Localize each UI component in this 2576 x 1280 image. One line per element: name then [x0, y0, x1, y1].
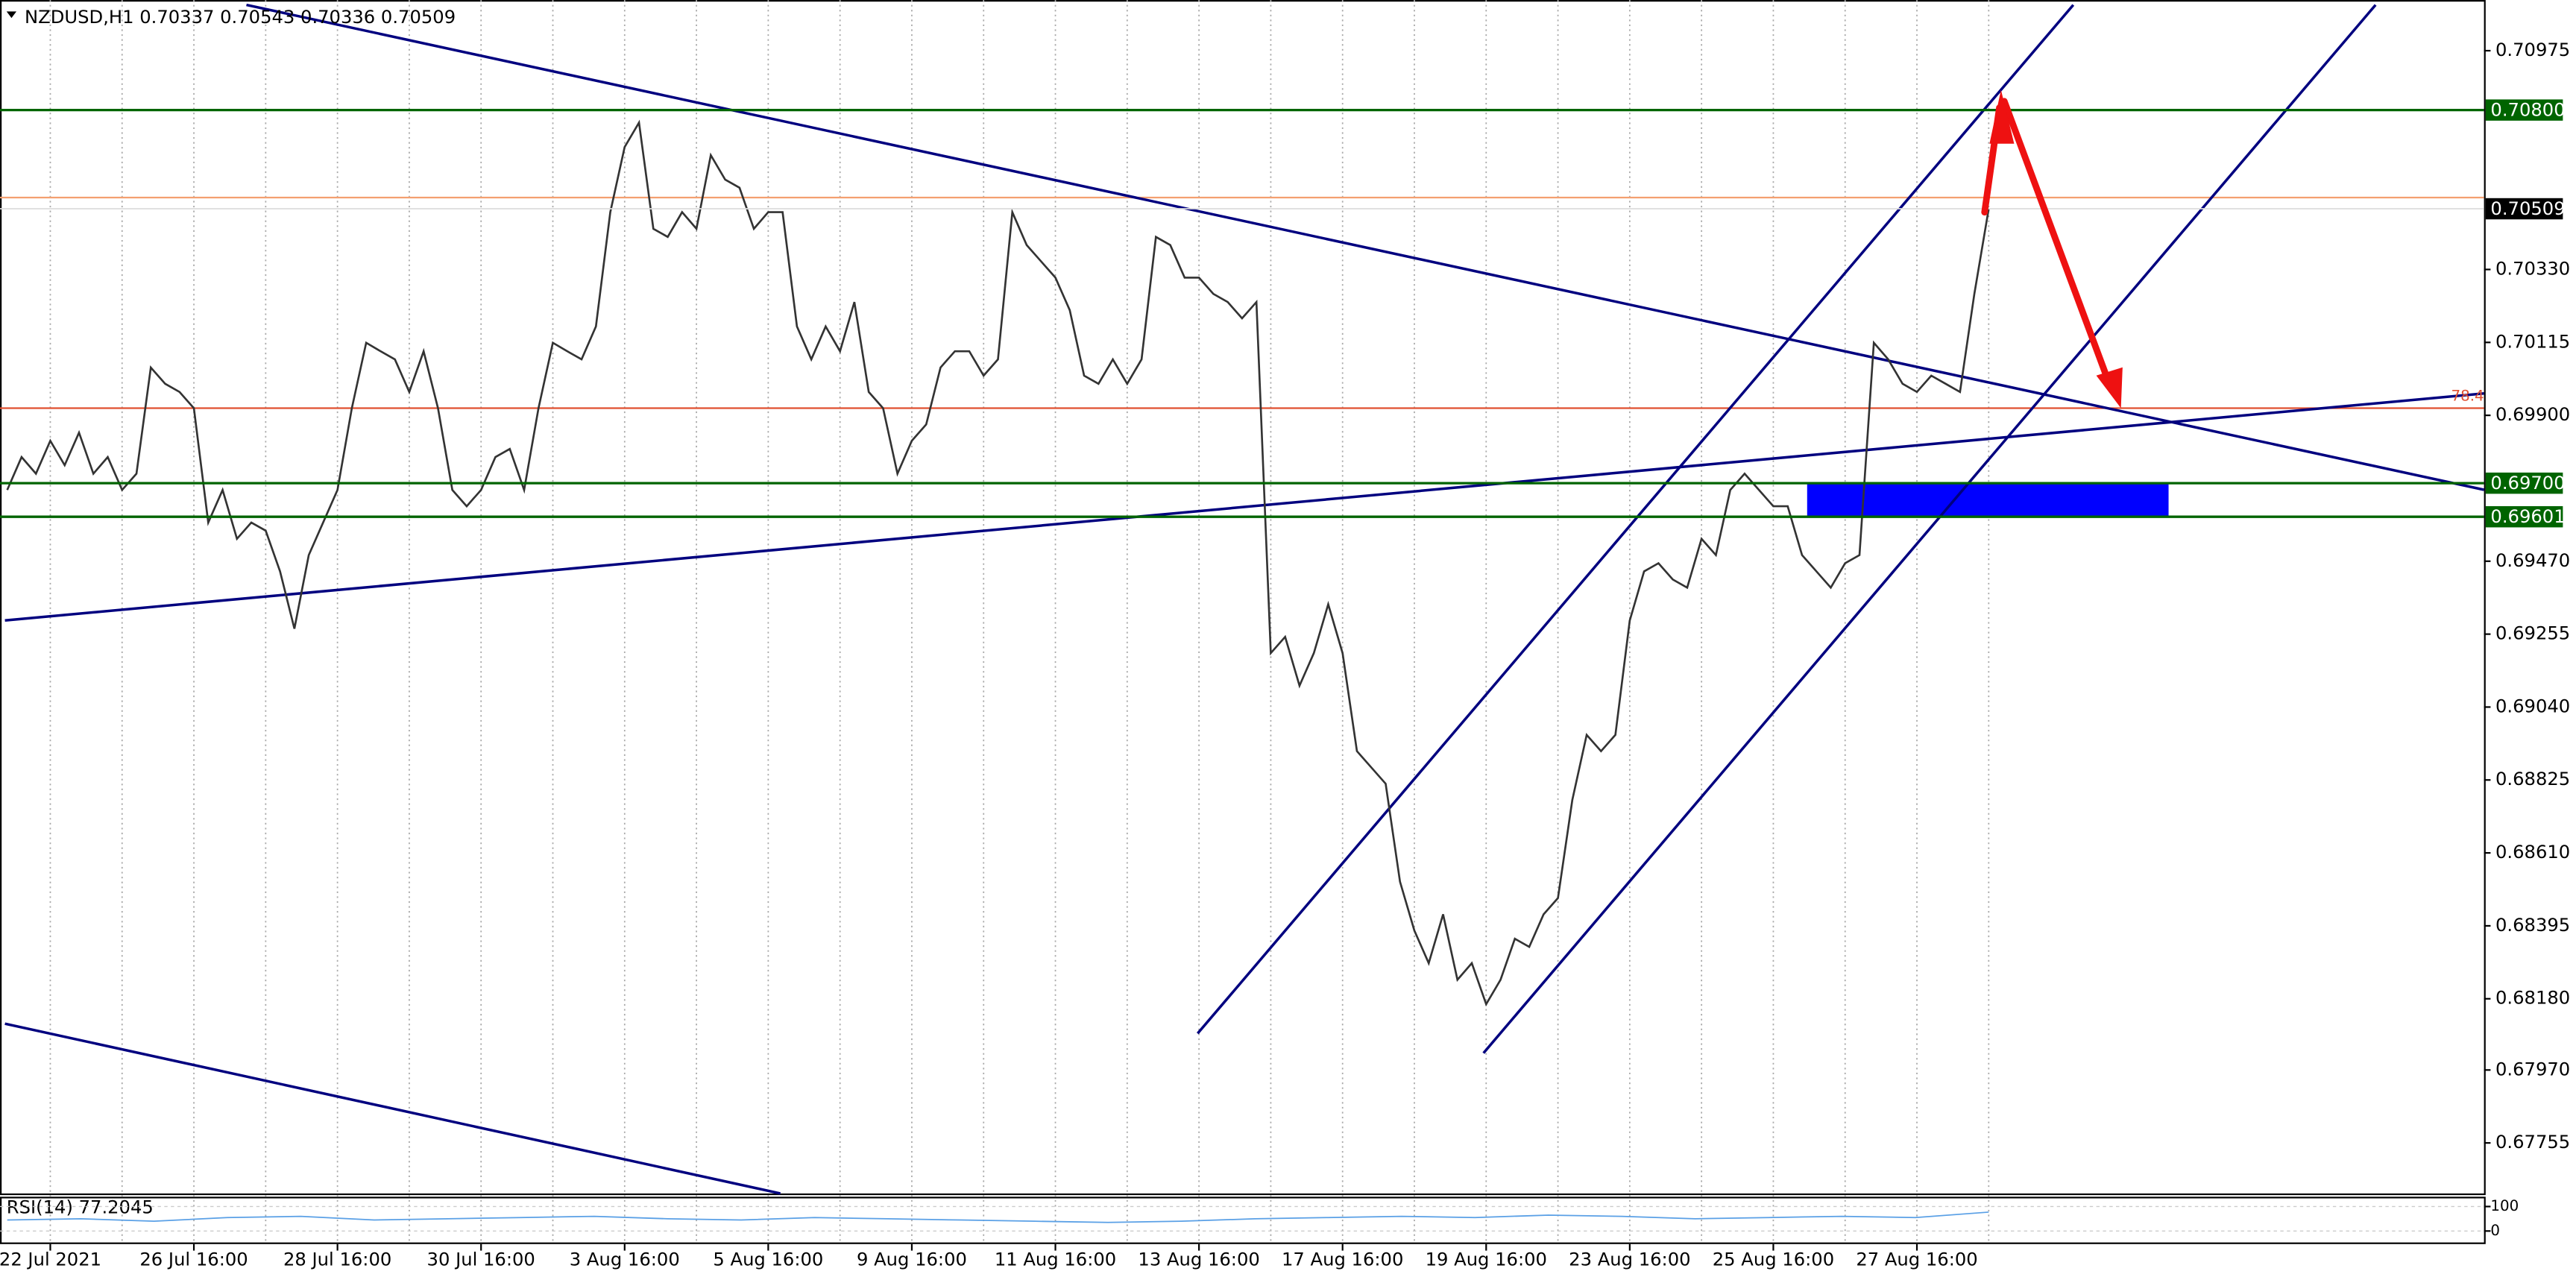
price-label-box — [2485, 198, 2563, 220]
x-tick-label: 3 Aug 16:00 — [570, 1249, 680, 1270]
x-tick-label: 22 Jul 2021 — [0, 1249, 101, 1270]
menu-icon — [6, 11, 17, 19]
y-tick-label: 100 — [2490, 1197, 2519, 1214]
price-label: 0.70509 — [2490, 198, 2565, 219]
price-line — [6, 119, 1990, 1007]
arrowhead — [1989, 89, 2015, 144]
y-tick-label: 0.67755 — [2495, 1132, 2570, 1153]
trendline — [1196, 4, 2075, 1035]
prices — [0, 108, 2484, 1223]
x-tick-label: 28 Jul 16:00 — [283, 1249, 391, 1270]
x-tick-label: 9 Aug 16:00 — [857, 1249, 967, 1270]
arrowhead — [2096, 367, 2123, 409]
x-tick-label: 11 Aug 16:00 — [995, 1249, 1116, 1270]
trendline — [1482, 4, 2377, 1054]
chart-title: NZDUSD,H1 0.70337 0.70543 0.70336 0.7050… — [25, 7, 456, 28]
price-label: 0.69601 — [2490, 506, 2565, 527]
y-tick-label: 0.68610 — [2495, 842, 2570, 863]
y-tick-label: 0.69255 — [2495, 623, 2570, 644]
x-tick-label: 13 Aug 16:00 — [1138, 1249, 1259, 1270]
x-tick-label: 30 Jul 16:00 — [427, 1249, 535, 1270]
trendline — [4, 1022, 781, 1195]
price-label-box — [2485, 99, 2563, 121]
trendlines — [4, 3, 2484, 1195]
price-label-box — [2485, 505, 2563, 528]
y-tick-label: 0.69470 — [2495, 550, 2570, 571]
main-frame — [0, 0, 2486, 1196]
price-label: 0.70800 — [2490, 100, 2565, 121]
y-tick-label: 0.67970 — [2495, 1059, 2570, 1079]
x-tick-label: 27 Aug 16:00 — [1856, 1249, 1977, 1270]
y-tick-label: 0.70330 — [2495, 259, 2570, 280]
price-label-box — [2485, 472, 2563, 494]
trendline — [4, 392, 2484, 622]
y-tick-label: 0.69040 — [2495, 696, 2570, 716]
y-tick-label: 0.68825 — [2495, 769, 2570, 789]
fib-label: 78.4 — [2451, 388, 2484, 405]
y-tick-label: 0 — [2490, 1222, 2500, 1239]
zone — [1807, 483, 2169, 517]
rsi-frame — [0, 1197, 2486, 1244]
x-tick-label: 26 Jul 16:00 — [139, 1249, 248, 1270]
rsi-title: RSI(14) 77.2045 — [7, 1197, 154, 1218]
x-tick-label: 17 Aug 16:00 — [1282, 1249, 1403, 1270]
y-tick-label: 0.70975 — [2495, 40, 2570, 60]
axes: 22 Jul 2021 26 Jul 16:00 28 Jul 16:00 30 Ju… — [0, 40, 2570, 1270]
price-line — [7, 1211, 1989, 1223]
y-tick-label: 0.69900 — [2495, 404, 2570, 425]
price-label: 0.69700 — [2490, 473, 2565, 494]
y-tick-label: 0.68395 — [2495, 915, 2570, 936]
y-tick-label: 0.70115 — [2495, 331, 2570, 352]
x-tick-label: 23 Aug 16:00 — [1569, 1249, 1690, 1270]
grid — [49, 0, 1990, 1244]
x-tick-label: 5 Aug 16:00 — [713, 1249, 823, 1270]
y-tick-label: 0.68180 — [2495, 988, 2570, 1009]
arrow — [2000, 98, 2114, 392]
x-tick-label: 19 Aug 16:00 — [1426, 1249, 1547, 1270]
trendline — [246, 3, 2484, 491]
x-tick-label: 25 Aug 16:00 — [1713, 1249, 1834, 1270]
